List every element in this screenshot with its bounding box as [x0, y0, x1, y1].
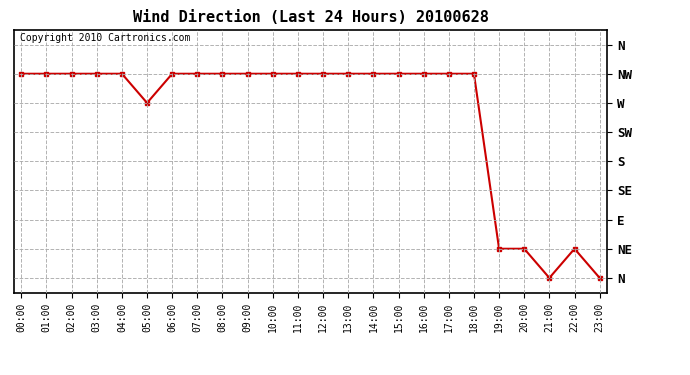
Title: Wind Direction (Last 24 Hours) 20100628: Wind Direction (Last 24 Hours) 20100628 — [132, 10, 489, 25]
Text: Copyright 2010 Cartronics.com: Copyright 2010 Cartronics.com — [20, 33, 190, 43]
